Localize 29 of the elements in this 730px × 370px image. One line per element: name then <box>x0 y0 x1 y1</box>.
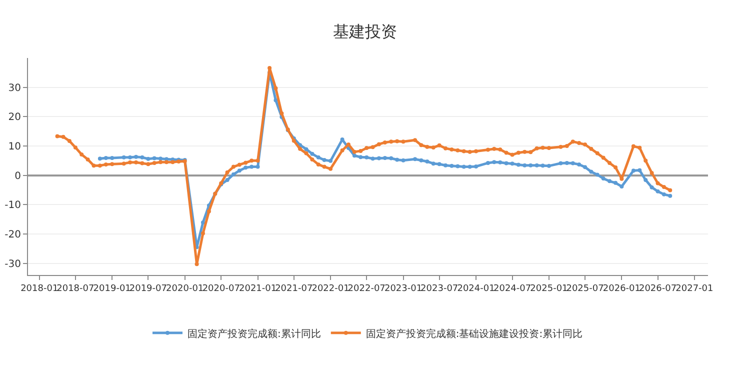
y-tick-label: 10 <box>8 141 21 152</box>
x-tick-label: 2025-07 <box>566 284 604 294</box>
x-tick-label: 2022-07 <box>348 284 386 294</box>
x-tick-label: 2019-01 <box>93 284 131 294</box>
y-tick-label: -10 <box>4 200 21 212</box>
x-tick-label: 2023-01 <box>384 284 422 294</box>
x-tick-label: 2023-07 <box>420 284 458 294</box>
x-tick-label: 2022-01 <box>312 284 350 294</box>
legend-label: 固定资产投资完成额:累计同比 <box>188 328 321 340</box>
y-tick-label: -20 <box>4 229 21 240</box>
y-tick-label: 20 <box>8 112 21 124</box>
y-tick-label: 0 <box>14 170 21 182</box>
x-tick-label: 2020-01 <box>166 284 204 294</box>
x-tick-label: 2021-01 <box>238 284 277 294</box>
x-tick-label: 2027-01 <box>676 284 714 294</box>
x-tick-label: 2018-01 <box>20 284 58 294</box>
x-tick-label: 2025-01 <box>530 284 568 294</box>
x-tick-label: 2026-07 <box>638 284 677 294</box>
x-tick-label: 2024-01 <box>457 284 495 294</box>
x-tick-label: 2020-07 <box>202 284 240 294</box>
x-tick-label: 2021-07 <box>275 284 313 294</box>
x-tick-label: 2018-07 <box>56 284 94 294</box>
x-tick-label: 2019-07 <box>129 284 167 294</box>
y-tick-label: -30 <box>4 258 21 270</box>
chart-title: 基建投资 <box>333 22 397 42</box>
legend-label: 固定资产投资完成额:基础设施建设投资:累计同比 <box>366 328 583 340</box>
x-tick-label: 2024-07 <box>493 284 532 294</box>
x-tick-label: 2026-01 <box>602 284 641 294</box>
y-tick-label: 30 <box>8 82 21 94</box>
